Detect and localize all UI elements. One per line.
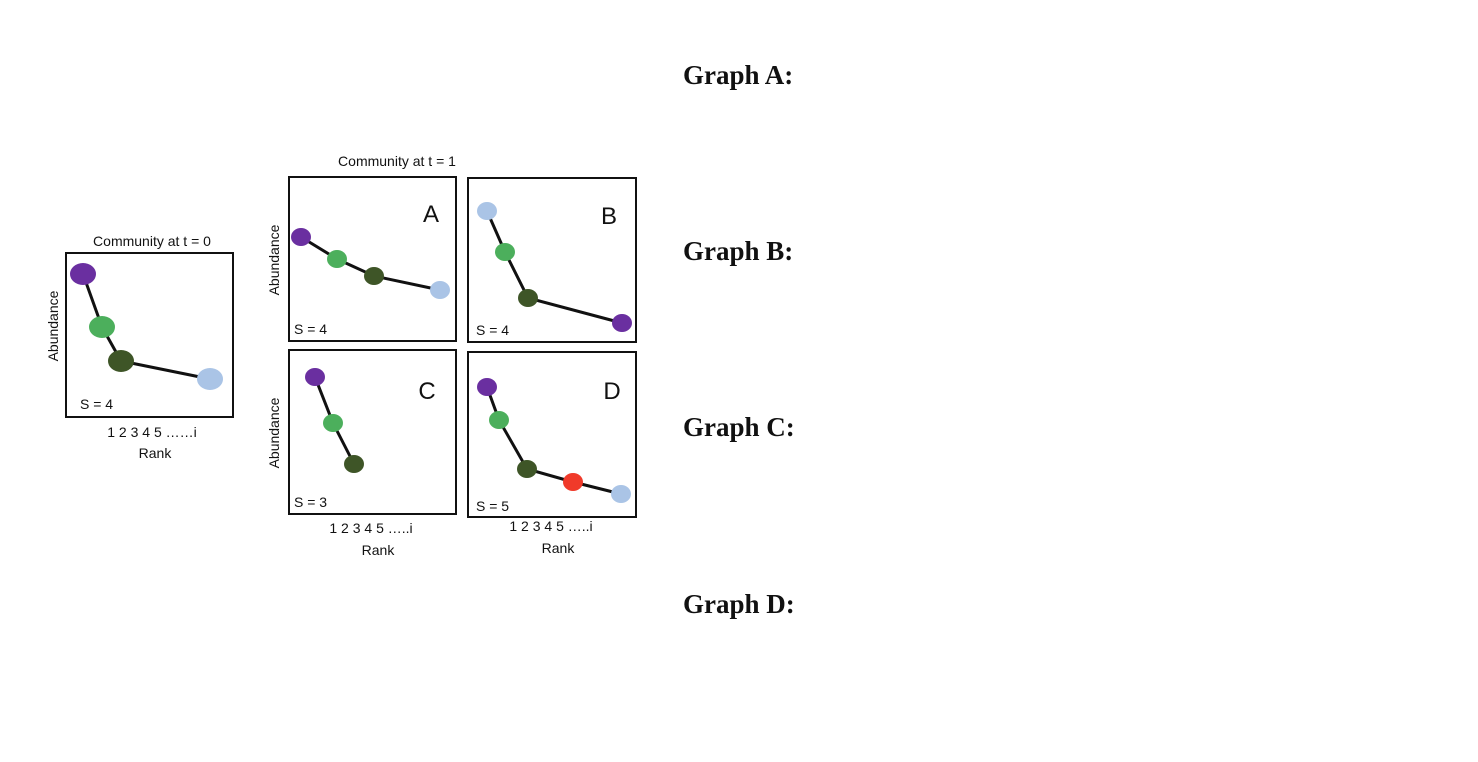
purple-species-point	[291, 228, 311, 246]
t0-x-tick-labels: 1 2 3 4 5 ……i	[107, 424, 197, 440]
red-species-point	[563, 473, 583, 491]
panel-c-dots	[305, 368, 364, 473]
t0-community-plot: Community at t = 0 Abundance S = 4 1 2 3…	[45, 233, 234, 461]
panel-b-species-richness: S = 4	[476, 322, 509, 338]
panel-d-species-richness: S = 5	[476, 498, 509, 514]
panel-b-curve	[485, 210, 623, 325]
light-blue-species-point	[430, 281, 450, 299]
panel-a-frame	[288, 176, 457, 342]
panel-d-x-axis-label: Rank	[542, 540, 576, 556]
dark-green-species-point	[108, 350, 134, 372]
light-blue-species-point	[611, 485, 631, 503]
light-blue-species-point	[477, 202, 497, 220]
panel-a-curve	[300, 235, 441, 292]
light-green-species-point	[323, 414, 343, 432]
t1-title: Community at t = 1	[338, 153, 456, 169]
graph-b-prompt: Graph B:	[683, 236, 794, 266]
dark-green-species-point	[364, 267, 384, 285]
t0-y-axis-label: Abundance	[45, 290, 61, 361]
t1-community-plots: Community at t = 1 Abundance Abundance A…	[266, 153, 637, 558]
panel-b-dots	[477, 202, 632, 332]
dark-green-species-point	[344, 455, 364, 473]
panel-d-dots	[477, 378, 631, 503]
panel-a-dots	[291, 228, 450, 299]
purple-species-point	[305, 368, 325, 386]
panel-d: D S = 5	[467, 351, 637, 518]
dark-green-species-point	[517, 460, 537, 478]
panel-c-letter: C	[418, 378, 435, 405]
panel-a-species-richness: S = 4	[294, 321, 327, 337]
panel-a: A S = 4	[288, 176, 457, 342]
panel-c-x-tick-labels: 1 2 3 4 5 …..i	[329, 520, 412, 536]
panel-b-letter: B	[601, 203, 617, 230]
panel-c-frame	[288, 349, 457, 515]
light-green-species-point	[327, 250, 347, 268]
panel-c: C S = 3	[288, 349, 457, 515]
light-green-species-point	[495, 243, 515, 261]
panel-a-letter: A	[423, 201, 439, 228]
t0-points-layer	[70, 263, 223, 390]
t0-dots	[70, 263, 223, 390]
panel-c-x-axis-label: Rank	[362, 542, 396, 558]
t0-curve	[81, 273, 211, 381]
panel-c-species-richness: S = 3	[294, 494, 327, 510]
graph-c-prompt: Graph C:	[683, 412, 795, 442]
purple-species-point	[477, 378, 497, 396]
light-green-species-point	[489, 411, 509, 429]
panel-b-frame	[467, 177, 637, 343]
panel-b: B S = 4	[467, 177, 637, 343]
t0-species-richness: S = 4	[80, 396, 113, 412]
panel-d-curve	[485, 386, 622, 496]
panel-d-letter: D	[603, 378, 620, 405]
purple-species-point	[612, 314, 632, 332]
light-green-species-point	[89, 316, 115, 338]
purple-species-point	[70, 263, 96, 285]
t0-title: Community at t = 0	[93, 233, 211, 249]
panel-d-x-tick-labels: 1 2 3 4 5 …..i	[509, 518, 592, 534]
graph-a-prompt: Graph A:	[683, 60, 794, 90]
graph-d-prompt: Graph D:	[683, 589, 795, 619]
t1-top-y-axis-label: Abundance	[266, 224, 282, 295]
t0-panel-frame	[65, 252, 234, 418]
light-blue-species-point	[197, 368, 223, 390]
dark-green-species-point	[518, 289, 538, 307]
t0-x-axis-label: Rank	[139, 445, 173, 461]
panel-d-frame	[467, 351, 637, 518]
t1-bottom-y-axis-label: Abundance	[266, 397, 282, 468]
